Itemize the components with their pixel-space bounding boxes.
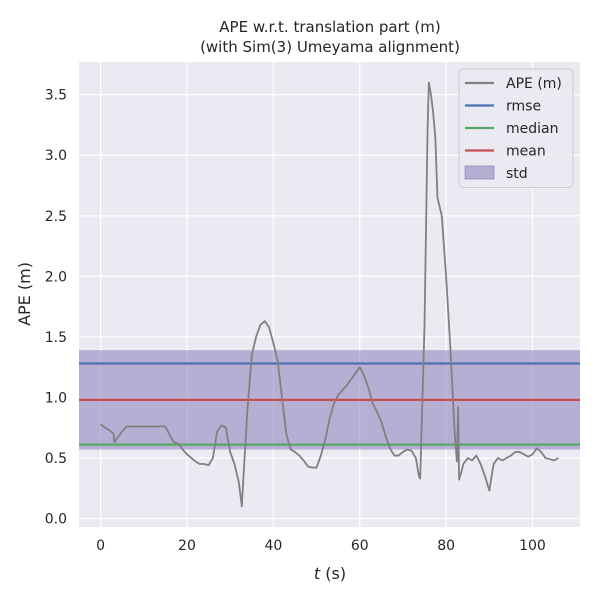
y-tick-label: 3.5: [45, 88, 67, 104]
x-tick-label: 0: [96, 538, 105, 554]
legend-box: [458, 68, 574, 188]
y-tick-label: 0.5: [45, 451, 67, 467]
legend-label: mean: [506, 144, 546, 160]
legend-label: APE (m): [506, 76, 562, 92]
x-axis-label: t (s): [314, 564, 346, 583]
chart-title-line1: APE w.r.t. translation part (m): [219, 18, 440, 36]
x-tick-label: 60: [351, 538, 369, 554]
legend-label: rmse: [506, 99, 541, 115]
y-tick-label: 0.0: [45, 512, 67, 528]
ape-series-line: [100, 81, 559, 508]
x-tick-label: 40: [264, 538, 282, 554]
x-tick-label: 80: [437, 538, 455, 554]
y-tick-label: 1.0: [45, 390, 67, 406]
x-axis-label-unit: (s): [320, 564, 346, 583]
y-axis-label: APE (m): [15, 262, 34, 326]
chart-title-line2: (with Sim(3) Umeyama alignment): [200, 38, 460, 56]
x-tick-label: 100: [519, 538, 546, 554]
legend-label: std: [506, 166, 528, 182]
stat-lines-layer: [79, 362, 580, 446]
y-tick-label: 3.0: [45, 148, 67, 164]
x-tick-label: 20: [178, 538, 196, 554]
y-tick-label: 2.0: [45, 269, 67, 285]
y-tick-label: 2.5: [45, 209, 67, 225]
tick-labels: 0 20 40 60 80 100 0.0 0.5 1.0 1.5 2.0 2.5 3.0 3.5: [45, 88, 546, 554]
legend-swatch-std: [464, 165, 495, 180]
x-axis-label-var: t: [314, 564, 321, 583]
legend: APE (m) rmse median mean std: [458, 68, 574, 188]
series-layer: [100, 81, 559, 508]
y-tick-label: 1.5: [45, 330, 67, 346]
legend-label: median: [506, 121, 558, 137]
